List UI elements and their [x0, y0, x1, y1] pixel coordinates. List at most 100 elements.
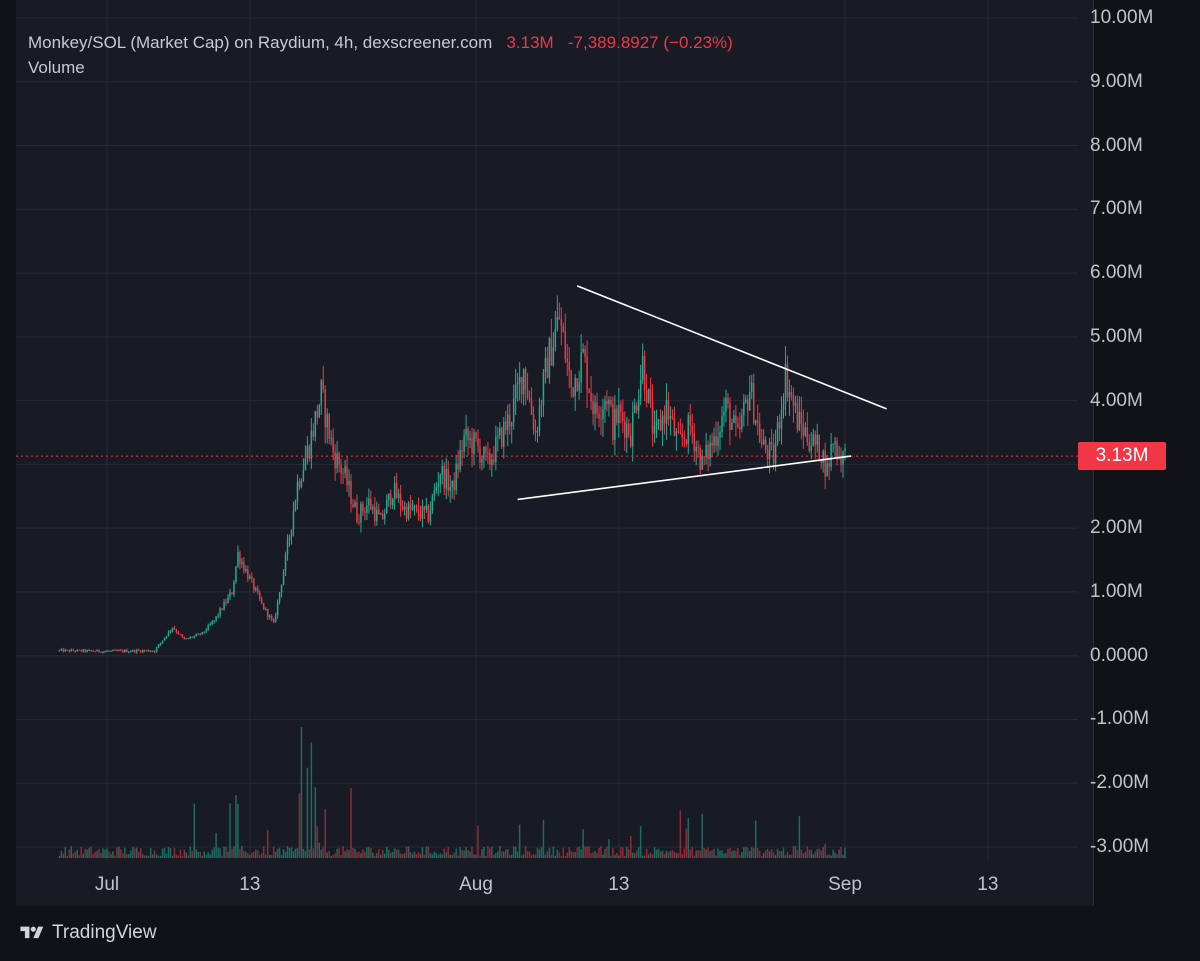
candle-body	[449, 487, 451, 491]
volume-bar	[338, 847, 340, 858]
candle-body	[387, 493, 390, 501]
candle-body	[193, 635, 196, 638]
volume-bar	[92, 854, 94, 858]
volume-bar	[395, 849, 398, 858]
candle-body	[743, 401, 745, 416]
candle-body	[225, 601, 227, 603]
candle-body	[639, 379, 642, 400]
volume-bar	[548, 847, 551, 858]
volume-bar	[405, 846, 408, 858]
volume-bar	[380, 854, 382, 858]
candle-body	[197, 633, 200, 635]
candle-body	[508, 414, 511, 427]
volume-bar	[368, 847, 370, 858]
candle-body	[566, 359, 569, 362]
volume-bar	[354, 848, 356, 858]
volume-bar	[711, 850, 713, 858]
candle-body	[828, 463, 830, 467]
candle-body	[556, 316, 559, 330]
candle-body	[94, 651, 96, 653]
candle-body	[427, 505, 430, 522]
candle-body	[548, 338, 551, 378]
candle-body	[806, 427, 809, 443]
volume-bar	[167, 847, 170, 858]
candle-body	[467, 428, 469, 441]
volume-bar	[729, 847, 731, 858]
volume-bar	[653, 847, 656, 858]
volume-bar	[530, 855, 533, 858]
volume-bar	[260, 853, 263, 858]
candle-body	[735, 415, 737, 424]
candle-body	[342, 473, 344, 475]
volume-bar	[80, 846, 82, 858]
volume-bar	[564, 855, 567, 858]
candle-body	[431, 496, 434, 511]
volume-bar	[106, 848, 108, 858]
volume-bar	[608, 839, 610, 858]
volume-bar	[205, 854, 207, 858]
volume-bar	[199, 851, 201, 858]
volume-bar	[389, 852, 392, 858]
volume-bar	[749, 850, 751, 858]
candle-body	[163, 637, 166, 641]
candle-body	[499, 427, 501, 436]
volume-bar	[479, 855, 481, 858]
volume-bar	[130, 850, 132, 858]
volume-legend[interactable]: Volume	[28, 58, 85, 77]
candle-body	[590, 392, 592, 402]
candle-body	[608, 399, 610, 405]
volume-bar	[437, 854, 440, 858]
candle-body	[419, 514, 422, 519]
candle-body	[90, 650, 92, 652]
candle-body	[778, 421, 781, 429]
volume-bar	[743, 847, 745, 858]
candle-body	[437, 483, 440, 488]
candle-body	[701, 456, 703, 470]
candle-body	[132, 650, 134, 652]
candle-body	[631, 412, 634, 447]
symbol-legend[interactable]: Monkey/SOL (Market Cap) on Raydium, 4h, …	[28, 33, 733, 53]
volume-bar	[727, 848, 729, 858]
footer-brand[interactable]: TradingView	[18, 918, 157, 948]
volume-bar	[266, 829, 269, 858]
chart-pane[interactable]	[16, 0, 1094, 906]
candle-body	[231, 592, 233, 595]
volume-bar	[471, 846, 473, 858]
volume-bar	[308, 849, 311, 858]
volume-bar	[572, 852, 574, 858]
volume-bar	[427, 846, 430, 858]
volume-bar	[495, 853, 497, 858]
x-tick-label: Jul	[94, 874, 120, 895]
volume-bar	[758, 850, 761, 858]
volume-bar	[475, 854, 477, 858]
volume-bar	[376, 853, 378, 858]
volume-bar	[808, 849, 811, 858]
candle-body	[709, 442, 711, 459]
candle-body	[274, 615, 277, 622]
candle-body	[610, 399, 612, 405]
candle-body	[159, 642, 162, 645]
volume-bar	[423, 854, 426, 858]
volume-bar	[173, 848, 176, 858]
candle-body	[211, 621, 213, 625]
volume-bar	[467, 850, 469, 858]
volume-bar	[594, 850, 596, 858]
candle-body	[219, 608, 221, 616]
volume-bar	[183, 849, 186, 858]
candle-body	[457, 463, 459, 470]
volume-bar	[651, 854, 654, 858]
candle-body	[284, 554, 287, 572]
candle-body	[68, 649, 71, 652]
volume-bar	[528, 851, 531, 858]
candle-body	[282, 571, 285, 586]
candle-body	[804, 427, 807, 436]
y-tick-label: 10.00M	[1090, 7, 1154, 28]
volume-bar	[459, 847, 461, 858]
volume-bar	[657, 848, 660, 858]
volume-bar	[143, 855, 146, 858]
candle-body	[205, 629, 207, 632]
candle-body	[584, 348, 586, 357]
candle-body	[106, 650, 108, 652]
